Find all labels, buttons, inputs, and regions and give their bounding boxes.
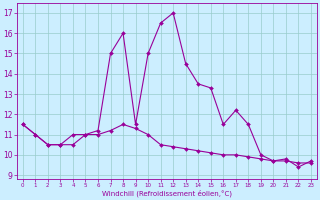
X-axis label: Windchill (Refroidissement éolien,°C): Windchill (Refroidissement éolien,°C) (102, 190, 232, 197)
